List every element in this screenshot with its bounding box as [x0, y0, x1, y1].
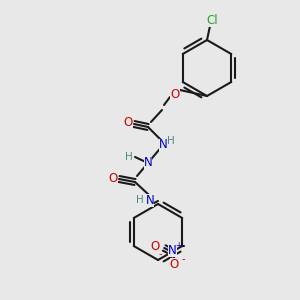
- Text: O: O: [108, 172, 118, 184]
- Text: N: N: [168, 244, 177, 256]
- Text: N: N: [144, 157, 152, 169]
- Text: -: -: [182, 254, 185, 264]
- Text: H: H: [167, 136, 175, 146]
- Text: H: H: [136, 195, 144, 205]
- Text: N: N: [159, 139, 167, 152]
- Text: O: O: [170, 88, 180, 100]
- Text: H: H: [125, 152, 133, 162]
- Text: Cl: Cl: [206, 14, 218, 26]
- Text: O: O: [169, 257, 179, 271]
- Text: +: +: [175, 241, 182, 250]
- Text: -: -: [158, 249, 162, 259]
- Text: O: O: [151, 239, 160, 253]
- Text: O: O: [123, 116, 133, 128]
- Text: N: N: [146, 194, 154, 206]
